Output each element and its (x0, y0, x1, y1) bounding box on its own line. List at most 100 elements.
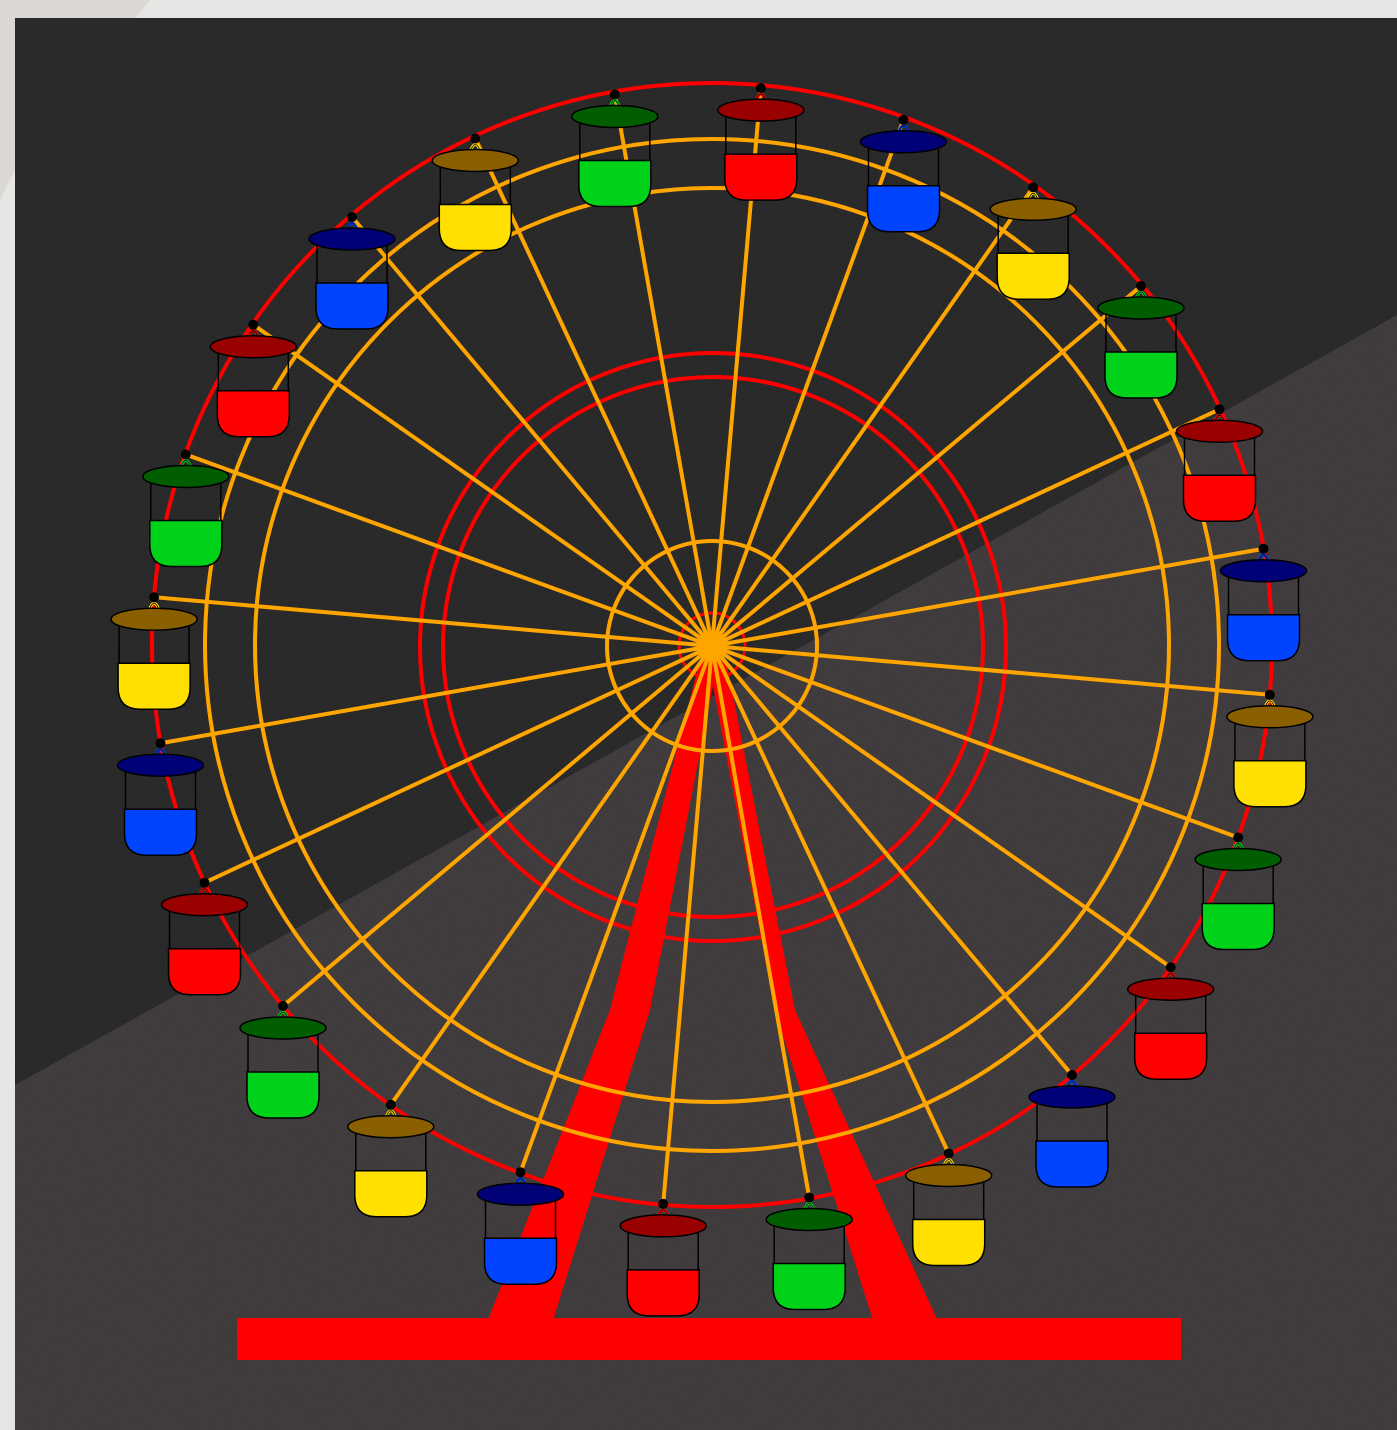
gondola-pivot (248, 319, 259, 330)
gondola-pivot (1264, 689, 1275, 700)
gondola-body (216, 390, 291, 438)
spoke (710, 644, 1074, 1077)
gondola-body (1226, 614, 1301, 662)
gondola-pivot (1258, 543, 1269, 554)
gondola-body (483, 1237, 558, 1285)
gondola-pivot (180, 449, 191, 460)
gondola-pivot (755, 83, 766, 94)
spoke (710, 284, 1143, 648)
gondola-pivot (1136, 281, 1146, 291)
gondola-pivot (943, 1148, 954, 1159)
gondola-roof (765, 1207, 853, 1232)
gondola-pivot (347, 212, 357, 222)
gondola-pivot (609, 89, 620, 100)
gondola-roof (1226, 705, 1314, 729)
gondola-body (123, 808, 198, 856)
gondola-pivot (1233, 832, 1244, 843)
spoke (388, 644, 714, 1107)
gondola-roof (239, 1016, 327, 1040)
gondola (142, 449, 230, 568)
gondola (431, 133, 520, 252)
gondola-roof (717, 98, 805, 122)
gondola (989, 182, 1077, 301)
gondola-body (1133, 1032, 1208, 1080)
gondola-pivot (1067, 1070, 1077, 1080)
gondola (717, 83, 805, 201)
gondola-body (246, 1071, 320, 1119)
gondola (619, 1198, 707, 1317)
gondola-pivot (199, 877, 210, 888)
gondola-roof (571, 104, 659, 129)
gondola-body (996, 252, 1070, 301)
gondola-roof (431, 148, 520, 173)
gondola (859, 114, 948, 233)
gondola-roof (347, 1114, 435, 1139)
spoke (518, 644, 714, 1175)
gondola-roof (1219, 559, 1308, 583)
gondola-body (1233, 760, 1307, 808)
gondola-roof (116, 753, 205, 777)
spoke (183, 452, 714, 648)
gondola-body (167, 947, 242, 996)
gondola-body (578, 159, 652, 208)
gondola-pivot (278, 1001, 288, 1011)
gondola (904, 1148, 993, 1267)
right-support-leg (708, 660, 942, 1330)
spoke (281, 644, 714, 1008)
gondola (1175, 404, 1264, 523)
gondola-body (626, 1269, 700, 1317)
gondola (209, 319, 298, 438)
gondola-body (1201, 902, 1275, 951)
gondola-body (866, 185, 941, 233)
gondola-body (1104, 351, 1178, 399)
spoke (710, 644, 1241, 840)
gondola-body (772, 1262, 846, 1311)
gondola (1226, 689, 1314, 808)
gondola (1219, 543, 1308, 662)
spoke (251, 322, 714, 648)
inner-rim (253, 186, 1171, 1104)
gondola (476, 1167, 565, 1285)
gondola-roof (476, 1182, 565, 1206)
hub-ring-small (605, 539, 819, 753)
spoke (350, 215, 714, 648)
spoke (710, 185, 1036, 648)
spoke (202, 644, 714, 885)
gondola-roof (308, 227, 396, 251)
gondola-body (1182, 474, 1257, 523)
spoke (710, 644, 1173, 970)
spoke (710, 644, 951, 1156)
gondola-roof (1028, 1085, 1116, 1109)
gondola-body (724, 153, 798, 201)
gondola (160, 877, 249, 996)
hub-ring-outer (418, 351, 1008, 943)
wheel-spokes (152, 86, 1272, 1206)
middle-rim (203, 137, 1221, 1153)
gondola-pivot (385, 1099, 396, 1110)
gondola-pivot (1214, 404, 1225, 415)
gondola (1194, 832, 1282, 951)
gondola-roof (1175, 419, 1264, 444)
gondola-pivot (658, 1198, 669, 1209)
gondola-roof (160, 892, 249, 917)
gondola (765, 1192, 853, 1311)
gondola-body (911, 1218, 986, 1267)
gondola-roof (110, 607, 198, 631)
gondola-roof (859, 130, 948, 154)
spoke (710, 644, 812, 1200)
gondola-pivot (515, 1167, 526, 1178)
gondola (347, 1099, 435, 1218)
gondola-roof (1097, 296, 1185, 320)
gondola-pivot (470, 133, 481, 144)
hub-center (698, 632, 726, 660)
spoke (710, 407, 1222, 648)
gondola (1028, 1070, 1116, 1188)
gondola-pivot (898, 114, 909, 125)
spoke (661, 644, 714, 1206)
spoke (710, 546, 1266, 648)
gondola (1097, 281, 1185, 399)
gondola-roof (619, 1214, 707, 1238)
gondola-roof (989, 197, 1077, 222)
gondola-roof (209, 335, 298, 359)
